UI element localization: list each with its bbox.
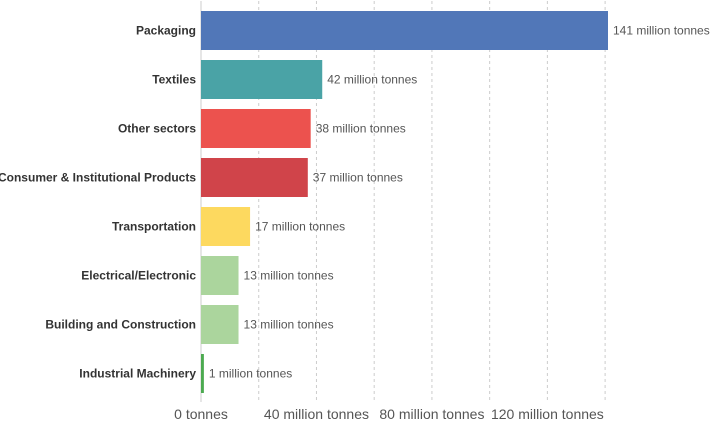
category-label: Industrial Machinery: [79, 367, 196, 381]
x-tick-label: 120 million tonnes: [491, 406, 604, 422]
category-label: Transportation: [112, 220, 196, 234]
category-label: Building and Construction: [45, 318, 196, 332]
category-label: Electrical/Electronic: [81, 269, 196, 283]
value-label: 42 million tonnes: [327, 73, 417, 87]
bar: [201, 256, 239, 295]
x-tick-label: 80 million tonnes: [379, 406, 484, 422]
category-label: Textiles: [152, 73, 196, 87]
category-label: Consumer & Institutional Products: [0, 171, 196, 185]
bar: [201, 354, 204, 393]
value-label: 17 million tonnes: [255, 220, 345, 234]
bar: [201, 11, 608, 50]
value-label: 13 million tonnes: [244, 318, 334, 332]
x-tick-label: 0 tonnes: [174, 406, 228, 422]
x-tick-label: 40 million tonnes: [264, 406, 369, 422]
bar: [201, 60, 323, 99]
bar: [201, 109, 311, 148]
bar: [201, 305, 239, 344]
value-label: 13 million tonnes: [244, 269, 334, 283]
value-label: 38 million tonnes: [316, 122, 406, 136]
value-label: 37 million tonnes: [313, 171, 403, 185]
bar: [201, 207, 251, 246]
category-label: Other sectors: [118, 122, 196, 136]
category-label: Packaging: [136, 24, 196, 38]
value-label: 1 million tonnes: [209, 367, 292, 381]
value-label: 141 million tonnes: [613, 24, 710, 38]
bar: [201, 158, 308, 197]
